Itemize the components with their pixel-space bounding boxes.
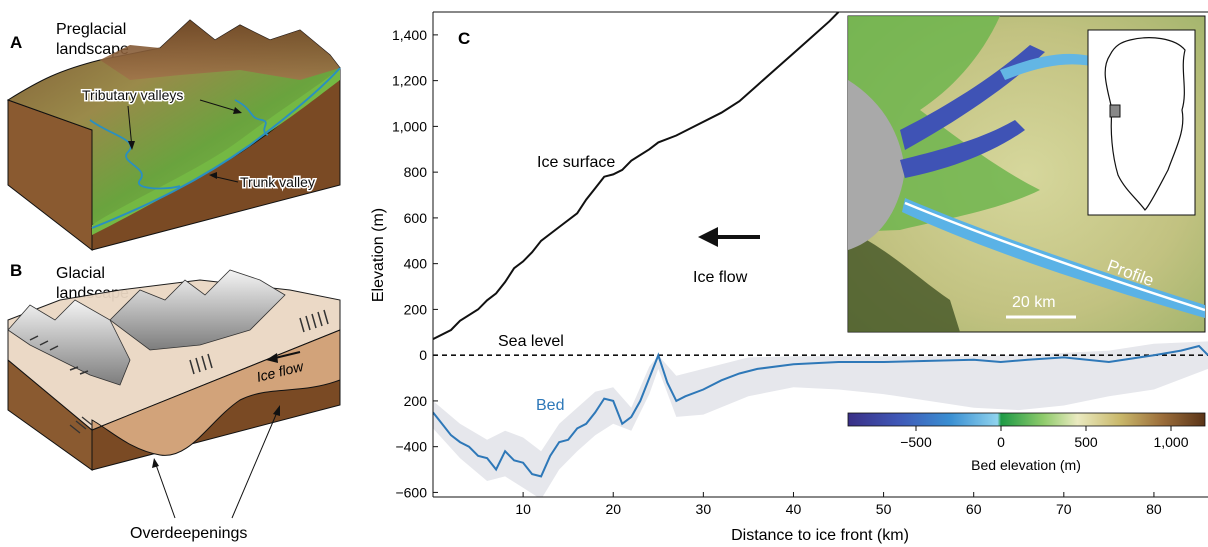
colorbar-tick-label: 500: [1074, 434, 1098, 450]
crevasses-4: [69, 416, 93, 434]
mountain-ridge-a: [100, 20, 340, 80]
bed-line: [433, 344, 1208, 478]
map-deep-fjord-2: [900, 120, 1025, 178]
arrow-overdeepening-1: [154, 461, 176, 519]
ice-surface-line: [433, 12, 840, 340]
bed-uncertainty-band: [433, 341, 1208, 497]
arrowhead-tributary-2: [233, 107, 242, 114]
y-tick-label: −600: [395, 484, 427, 500]
x-tick-label: 80: [1146, 501, 1162, 517]
trunk-river: [91, 67, 341, 229]
x-tick-label: 10: [515, 501, 531, 517]
y-tick-label: 1,000: [392, 118, 427, 134]
y-tick-label: 600: [404, 210, 428, 226]
colorbar-bar: [847, 412, 1206, 427]
x-tick-label: 40: [786, 501, 802, 517]
label-bed: Bed: [536, 397, 564, 414]
y-tick-label: 400: [404, 256, 428, 272]
panel-a-letter: A: [10, 33, 22, 52]
label-trunk-valley: Trunk valley: [240, 174, 315, 190]
ice-flow-arrowhead: [698, 227, 718, 247]
colorbar-tick-label: −500: [900, 434, 932, 450]
map-shallow-fjord-1: [1000, 53, 1105, 80]
label-ice-surface: Ice surface: [537, 154, 615, 171]
map-profile-line: [904, 201, 1205, 312]
panel-a-title-line2: landscape: [56, 41, 129, 58]
panel-b-iceflow-arrow-shaft: [274, 351, 301, 359]
y-tick-label: 1,200: [392, 73, 427, 89]
x-axis-ticks: 10 20 30 40 50 60 70 80: [515, 492, 1162, 517]
map-ice-sheet: [848, 80, 905, 250]
colorbar-title: Bed elevation (m): [971, 457, 1081, 473]
mountain-left-b: [7, 299, 131, 386]
x-axis-label: Distance to ice front (km): [731, 527, 909, 544]
x-tick-label: 60: [966, 501, 982, 517]
crevasses-2: [189, 353, 213, 375]
overdeepened-bed-cut: [91, 329, 341, 456]
mountain-center-b: [109, 269, 286, 351]
y-tick-label: 0: [419, 347, 427, 363]
y-tick-label: 200: [404, 301, 428, 317]
y-axis-label: Elevation (m): [370, 208, 387, 302]
y-tick-label: −400: [395, 439, 427, 455]
panel-b-letter: B: [10, 261, 22, 280]
x-tick-label: 20: [605, 501, 621, 517]
label-tributary-valleys: Tributary valleys: [82, 87, 183, 103]
label-overdeepenings: Overdeepenings: [130, 525, 247, 542]
x-tick-label: 50: [876, 501, 892, 517]
colorbar-tick-label: 0: [997, 434, 1005, 450]
tributary-river-2: [234, 99, 269, 136]
panel-a: A Preglacial landscape Tributary valleys…: [6, 19, 341, 252]
y-tick-label: 1,400: [392, 27, 427, 43]
crevasses-3: [299, 309, 329, 333]
y-tick-label: 200: [404, 393, 428, 409]
arrowhead-overdeepening-1: [152, 458, 159, 468]
arrow-tributary-2: [199, 99, 241, 113]
y-tick-label: 800: [404, 164, 428, 180]
plot-area: [433, 12, 1208, 497]
greenland-location-box: [1109, 104, 1121, 118]
crevasses-1: [29, 335, 89, 375]
colorbar: −500 0 500 1,000 Bed elevation (m): [847, 412, 1206, 473]
panel-b: B Glacial landscape Ice flow Overdeepeni…: [7, 261, 341, 542]
green-valley-floor: [92, 68, 340, 235]
x-tick-label: 30: [696, 501, 712, 517]
greenland-outline: [1104, 37, 1186, 211]
panel-c: C −600−40020002004006008001,0001,2001,40…: [370, 12, 1208, 544]
y-axis-ticks: −600 −400 200 0 200 400 600 800 1,000 1,200 1,400: [392, 27, 438, 500]
tributary-river-1: [89, 119, 181, 190]
map-inset: Profile 20 km: [847, 15, 1206, 333]
label-ice-flow: Ice flow: [693, 269, 748, 286]
arrow-overdeepening-2: [231, 409, 279, 519]
x-tick-label: 70: [1056, 501, 1072, 517]
colorbar-tick-label: 1,000: [1153, 434, 1188, 450]
panel-b-title-line1: Glacial: [56, 265, 105, 282]
arrowhead-trunk: [209, 172, 217, 179]
panel-c-letter: C: [458, 29, 470, 48]
map-scale-label: 20 km: [1012, 294, 1056, 311]
arrowhead-overdeepening-2: [273, 405, 280, 416]
arrowhead-tributary-1: [128, 141, 135, 150]
label-sea-level: Sea level: [498, 333, 564, 350]
panel-b-iceflow-arrowhead: [266, 353, 278, 363]
colorbar-ticks: −500 0 500 1,000: [900, 426, 1189, 450]
panel-a-title-line1: Preglacial: [56, 21, 126, 38]
map-dark-terrain: [848, 230, 960, 332]
